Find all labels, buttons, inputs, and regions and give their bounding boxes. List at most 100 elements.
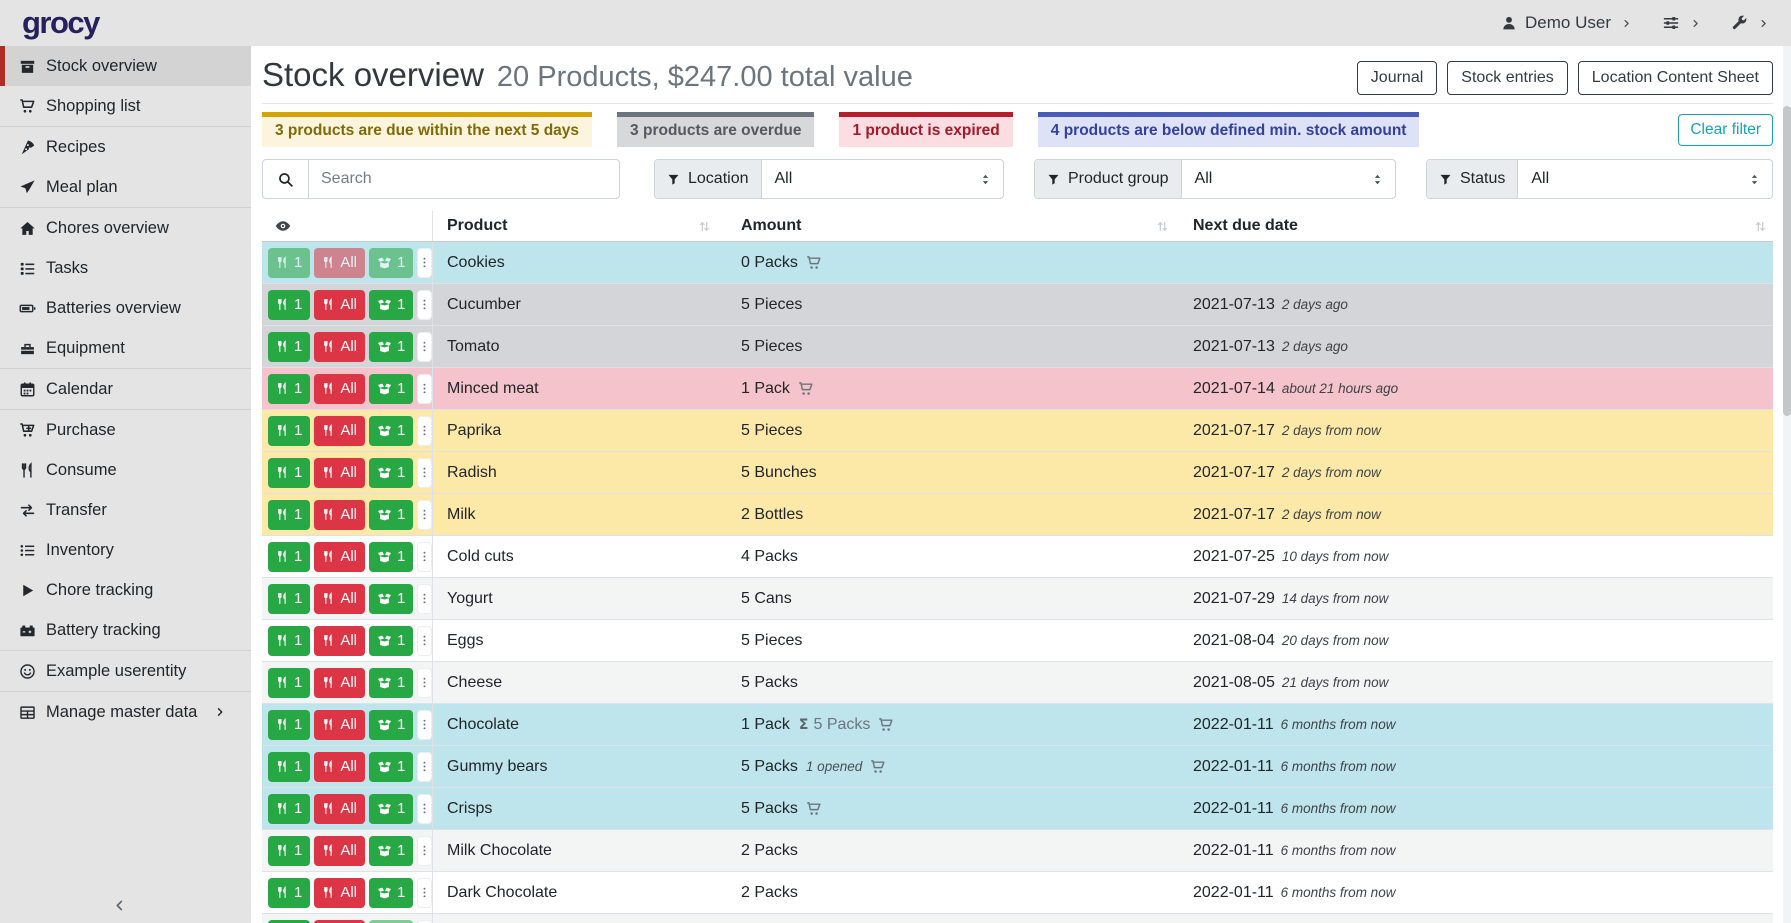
grocy-logo[interactable]: grocy bbox=[22, 5, 100, 40]
row-menu-button[interactable] bbox=[417, 877, 433, 908]
consume-one-button[interactable]: 1 bbox=[268, 457, 311, 488]
consume-one-button[interactable]: 1 bbox=[268, 667, 311, 698]
consume-all-button[interactable]: All bbox=[314, 499, 366, 530]
open-one-button[interactable]: 1 bbox=[369, 919, 414, 923]
open-one-button[interactable]: 1 bbox=[369, 583, 414, 614]
row-menu-button[interactable] bbox=[417, 835, 433, 866]
sidebar-item-battery-tracking[interactable]: Battery tracking bbox=[0, 610, 251, 650]
open-one-button[interactable]: 1 bbox=[369, 289, 414, 320]
sidebar-item-shopping-list[interactable]: Shopping list bbox=[0, 86, 251, 126]
open-one-button[interactable]: 1 bbox=[369, 625, 414, 656]
consume-one-button[interactable]: 1 bbox=[268, 331, 311, 362]
consume-one-button[interactable]: 1 bbox=[268, 751, 311, 782]
sidebar-item-example-userentity[interactable]: Example userentity bbox=[0, 651, 251, 691]
open-one-button[interactable]: 1 bbox=[369, 499, 414, 530]
location-content-sheet-button[interactable]: Location Content Sheet bbox=[1577, 61, 1773, 95]
row-menu-button[interactable] bbox=[417, 331, 433, 362]
journal-button[interactable]: Journal bbox=[1356, 61, 1438, 95]
open-one-button[interactable]: 1 bbox=[369, 541, 414, 572]
open-one-button[interactable]: 1 bbox=[369, 793, 414, 824]
filter-product-group[interactable]: Product group All bbox=[1034, 159, 1396, 199]
sidebar-item-chore-tracking[interactable]: Chore tracking bbox=[0, 570, 251, 610]
row-menu-button[interactable] bbox=[417, 793, 433, 824]
sidebar-item-inventory[interactable]: Inventory bbox=[0, 530, 251, 570]
row-menu-button[interactable] bbox=[417, 541, 433, 572]
open-one-button[interactable]: 1 bbox=[369, 373, 414, 404]
consume-all-button[interactable]: All bbox=[314, 289, 366, 320]
consume-all-button[interactable]: All bbox=[314, 835, 366, 866]
consume-all-button[interactable]: All bbox=[314, 667, 366, 698]
consume-one-button[interactable]: 1 bbox=[268, 373, 311, 404]
sidebar-item-transfer[interactable]: Transfer bbox=[0, 490, 251, 530]
filter-status[interactable]: Status All bbox=[1426, 159, 1773, 199]
column-header-next-due-date[interactable]: Next due date bbox=[1185, 211, 1773, 241]
open-one-button[interactable]: 1 bbox=[369, 751, 414, 782]
open-one-button[interactable]: 1 bbox=[369, 709, 414, 740]
consume-one-button[interactable]: 1 bbox=[268, 625, 311, 656]
row-menu-button[interactable] bbox=[417, 583, 433, 614]
consume-one-button[interactable]: 1 bbox=[268, 835, 311, 866]
sidebar-item-equipment[interactable]: Equipment bbox=[0, 328, 251, 368]
vertical-scrollbar-thumb[interactable] bbox=[1783, 106, 1791, 416]
sidebar-item-calendar[interactable]: Calendar bbox=[0, 369, 251, 409]
row-menu-button[interactable] bbox=[417, 667, 433, 698]
consume-all-button[interactable]: All bbox=[314, 919, 366, 923]
sidebar-item-stock-overview[interactable]: Stock overview bbox=[0, 46, 251, 86]
sidebar-collapse-button[interactable] bbox=[112, 898, 127, 913]
row-menu-button[interactable] bbox=[417, 289, 433, 320]
consume-all-button[interactable]: All bbox=[314, 415, 366, 446]
consume-all-button[interactable]: All bbox=[314, 583, 366, 614]
open-one-button[interactable]: 1 bbox=[369, 415, 414, 446]
row-menu-button[interactable] bbox=[417, 499, 433, 530]
open-one-button[interactable]: 1 bbox=[369, 457, 414, 488]
admin-menu[interactable] bbox=[1731, 15, 1769, 32]
consume-all-button[interactable]: All bbox=[314, 877, 366, 908]
consume-one-button[interactable]: 1 bbox=[268, 499, 311, 530]
consume-all-button[interactable]: All bbox=[314, 247, 366, 278]
consume-all-button[interactable]: All bbox=[314, 625, 366, 656]
status-card-expired[interactable]: 1 product is expired bbox=[839, 112, 1013, 147]
sidebar-item-recipes[interactable]: Recipes bbox=[0, 127, 251, 167]
row-menu-button[interactable] bbox=[417, 373, 433, 404]
consume-all-button[interactable]: All bbox=[314, 793, 366, 824]
open-one-button[interactable]: 1 bbox=[369, 247, 414, 278]
open-one-button[interactable]: 1 bbox=[369, 667, 414, 698]
row-menu-button[interactable] bbox=[417, 919, 433, 923]
row-menu-button[interactable] bbox=[417, 709, 433, 740]
stock-entries-button[interactable]: Stock entries bbox=[1447, 61, 1568, 95]
column-header-product[interactable]: Product bbox=[433, 211, 727, 241]
status-card-overdue[interactable]: 3 products are overdue bbox=[617, 112, 815, 147]
sidebar-item-manage-master-data[interactable]: Manage master data bbox=[0, 692, 251, 732]
settings-menu[interactable] bbox=[1662, 14, 1701, 32]
open-one-button[interactable]: 1 bbox=[369, 835, 414, 866]
consume-one-button[interactable]: 1 bbox=[268, 541, 311, 572]
consume-all-button[interactable]: All bbox=[314, 373, 366, 404]
status-card-below-min[interactable]: 4 products are below defined min. stock … bbox=[1037, 112, 1420, 147]
search-input[interactable] bbox=[309, 160, 619, 198]
user-menu[interactable]: Demo User bbox=[1501, 13, 1632, 33]
sidebar-item-purchase[interactable]: Purchase bbox=[0, 410, 251, 450]
consume-one-button[interactable]: 1 bbox=[268, 709, 311, 740]
consume-one-button[interactable]: 1 bbox=[268, 247, 311, 278]
row-menu-button[interactable] bbox=[417, 247, 433, 278]
consume-one-button[interactable]: 1 bbox=[268, 583, 311, 614]
sidebar-item-meal-plan[interactable]: Meal plan bbox=[0, 167, 251, 207]
row-menu-button[interactable] bbox=[417, 751, 433, 782]
open-one-button[interactable]: 1 bbox=[369, 877, 414, 908]
column-header-amount[interactable]: Amount bbox=[727, 211, 1185, 241]
status-card-due-soon[interactable]: 3 products are due within the next 5 day… bbox=[262, 112, 593, 147]
consume-one-button[interactable]: 1 bbox=[268, 919, 311, 923]
open-one-button[interactable]: 1 bbox=[369, 331, 414, 362]
consume-all-button[interactable]: All bbox=[314, 541, 366, 572]
row-menu-button[interactable] bbox=[417, 625, 433, 656]
consume-one-button[interactable]: 1 bbox=[268, 415, 311, 446]
consume-all-button[interactable]: All bbox=[314, 457, 366, 488]
consume-all-button[interactable]: All bbox=[314, 331, 366, 362]
row-menu-button[interactable] bbox=[417, 457, 433, 488]
sidebar-item-consume[interactable]: Consume bbox=[0, 450, 251, 490]
consume-one-button[interactable]: 1 bbox=[268, 793, 311, 824]
consume-one-button[interactable]: 1 bbox=[268, 877, 311, 908]
clear-filter-button[interactable]: Clear filter bbox=[1678, 113, 1773, 146]
sidebar-item-chores-overview[interactable]: Chores overview bbox=[0, 208, 251, 248]
consume-all-button[interactable]: All bbox=[314, 751, 366, 782]
